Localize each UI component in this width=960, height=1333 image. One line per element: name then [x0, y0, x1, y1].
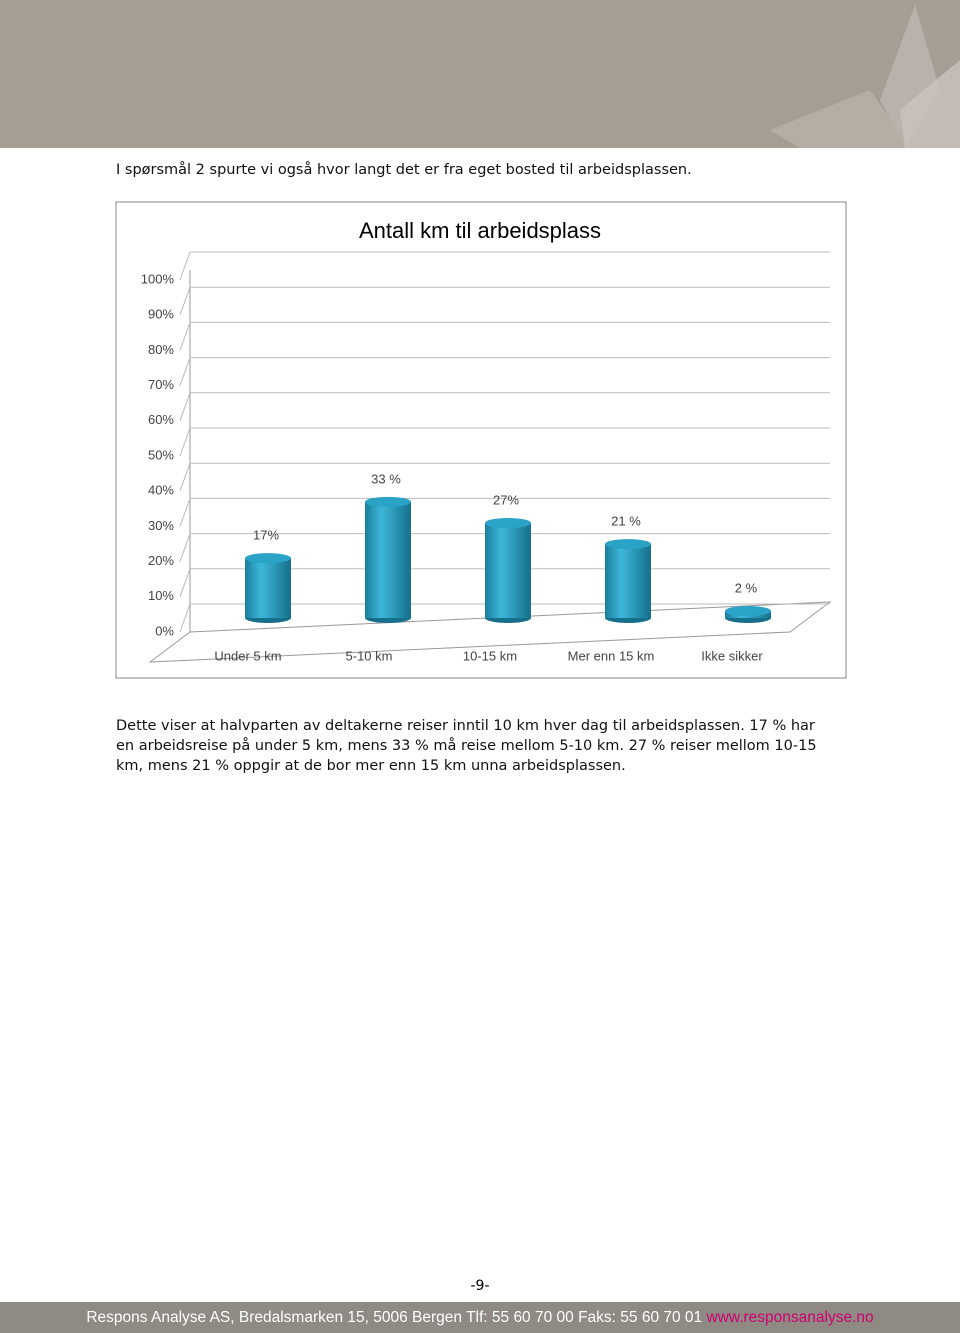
y-tick-label: 60%: [148, 412, 174, 427]
footer-text: Respons Analyse AS, Bredalsmarken 15, 50…: [86, 1309, 703, 1326]
value-label: 27%: [493, 492, 519, 507]
grid-slant: [179, 498, 191, 527]
chart-title: Antall km til arbeidsplass: [359, 218, 601, 243]
grid-slant: [179, 427, 191, 457]
chart: Antall km til arbeidsplass 0% 10% 20% 30% 40…: [115, 201, 847, 679]
page-number: -9-: [470, 1278, 490, 1294]
y-tick-label: 80%: [148, 342, 174, 357]
value-label: 17%: [253, 528, 279, 543]
bar-cap: [605, 539, 651, 550]
bar: [485, 522, 531, 618]
bar-cap: [365, 496, 411, 507]
value-label: 2 %: [735, 580, 758, 595]
bar: [605, 544, 651, 618]
x-tick-label: 5-10 km: [346, 648, 393, 663]
x-tick-label: Under 5 km: [214, 648, 281, 663]
x-tick-label: Ikke sikker: [701, 648, 763, 663]
y-tick-label: 20%: [148, 553, 174, 568]
grid-slant: [179, 463, 191, 492]
intro-text: I spørsmål 2 spurte vi også hvor langt d…: [116, 162, 692, 178]
grid-slant: [179, 392, 191, 421]
y-tick-label: 90%: [148, 307, 174, 322]
grid-slant: [179, 568, 191, 597]
bar-cap: [245, 553, 291, 564]
bar-cap: [725, 605, 771, 616]
bar: [245, 558, 291, 618]
footer: Respons Analyse AS, Bredalsmarken 15, 50…: [0, 1302, 960, 1333]
value-label: 21 %: [611, 514, 641, 529]
grid-slant: [179, 287, 191, 316]
y-tick-label: 10%: [148, 588, 174, 603]
footer-url[interactable]: www.responsanalyse.no: [706, 1309, 874, 1326]
bar-cap: [485, 517, 531, 528]
body-text: Dette viser at halvparten av deltakerne …: [116, 718, 817, 774]
x-tick-label: Mer enn 15 km: [568, 648, 655, 663]
grid-slant: [179, 533, 191, 562]
grid-slant: [179, 322, 191, 351]
chart-frame: [115, 201, 847, 679]
y-tick-label: 100%: [141, 271, 175, 286]
grid-slant: [179, 603, 191, 633]
y-tick-label: 70%: [148, 377, 174, 392]
y-tick-label: 0%: [155, 623, 174, 638]
header-band: [0, 0, 960, 148]
y-tick-label: 30%: [148, 518, 174, 533]
y-tick-label: 40%: [148, 483, 174, 498]
bar: [365, 501, 411, 618]
y-tick-label: 50%: [148, 447, 174, 462]
grid-slant: [179, 357, 191, 386]
value-label: 33 %: [371, 471, 401, 486]
x-tick-label: 10-15 km: [463, 648, 517, 663]
grid-slant: [179, 251, 191, 281]
